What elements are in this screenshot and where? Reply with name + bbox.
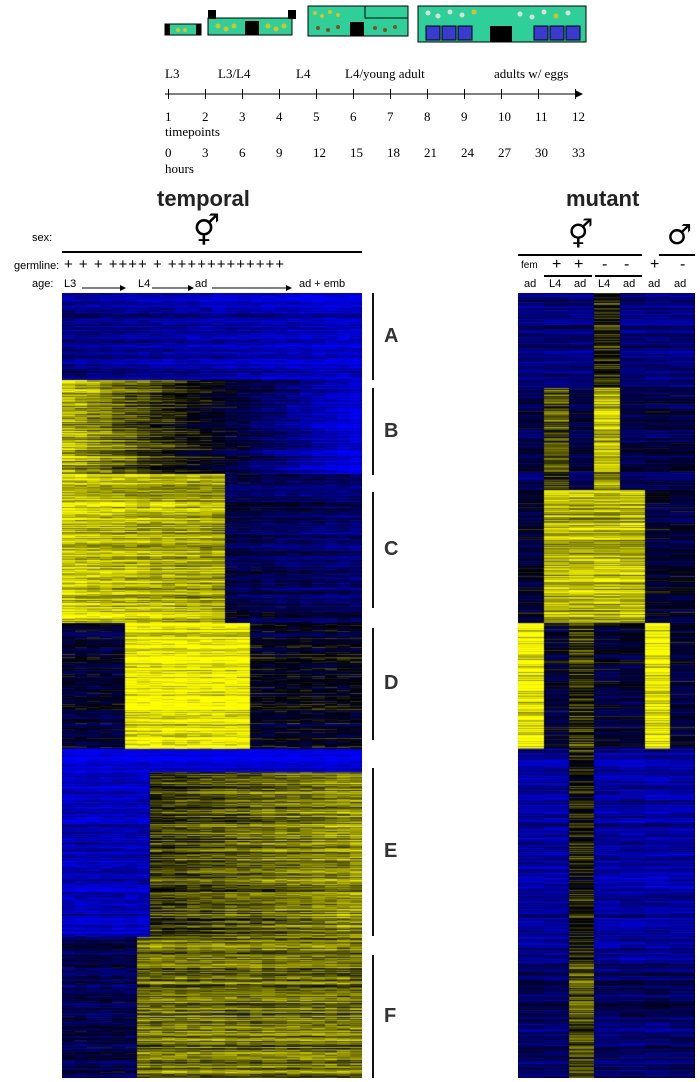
hour-label: 27 xyxy=(498,145,511,160)
sex-row-label: sex: xyxy=(32,232,53,244)
fem-label: fem xyxy=(521,260,538,271)
mutant-herm-bracket xyxy=(518,254,642,256)
mutant-germline-sign: + xyxy=(552,256,562,273)
hour-label: 12 xyxy=(313,145,326,160)
worm-l3-icon xyxy=(164,23,202,36)
cluster-bracket-a xyxy=(372,293,374,380)
timepoints-axis-label: timepoints xyxy=(165,124,220,139)
timepoint-label: 3 xyxy=(239,109,246,124)
cluster-label-c: C xyxy=(384,538,399,560)
mutant-age-label: ad xyxy=(648,278,661,290)
timeline-axis xyxy=(165,89,583,99)
hour-label: 9 xyxy=(276,145,283,160)
stage-label-l4: L4 xyxy=(296,66,311,81)
age-label-adult: ad xyxy=(195,278,208,290)
worm-adult-with-eggs-icon xyxy=(417,5,587,43)
mutant-heatmap xyxy=(518,293,695,1078)
hour-label: 33 xyxy=(572,145,585,160)
hour-label: 18 xyxy=(387,145,400,160)
hours-axis-label: hours xyxy=(165,161,194,176)
timepoint-label: 12 xyxy=(572,109,585,124)
cluster-label-a: A xyxy=(384,324,399,347)
timepoint-label: 5 xyxy=(313,109,320,124)
age-arrows xyxy=(82,285,292,291)
hour-label: 21 xyxy=(424,145,437,160)
germline-row-label: germline: xyxy=(14,260,60,272)
mutant-age-label: L4 xyxy=(598,278,611,290)
mutant-male-symbol: ♂ xyxy=(667,218,693,251)
hour-label: 6 xyxy=(239,145,246,160)
age-label-l3: L3 xyxy=(64,278,77,290)
timepoint-label: 10 xyxy=(498,109,511,124)
mutant-germline-sign: + xyxy=(574,256,584,273)
timepoint-label: 11 xyxy=(535,109,548,124)
mutant-hermaphrodite-symbol: ⚥ xyxy=(568,218,594,251)
hour-label: 3 xyxy=(202,145,209,160)
temporal-title: temporal xyxy=(157,186,250,211)
stage-label-l3: L3 xyxy=(165,66,180,81)
timepoint-label: 7 xyxy=(387,109,394,124)
mutant-germline-sign: - xyxy=(602,256,608,273)
temporal-sex-bracket xyxy=(62,251,362,253)
hour-label: 0 xyxy=(165,145,172,160)
cluster-bracket-f xyxy=(372,955,374,1078)
mutant-age-label: L4 xyxy=(549,278,562,290)
cluster-bracket-d xyxy=(372,628,374,740)
mutant-age-label: ad xyxy=(574,278,587,290)
timepoint-label: 9 xyxy=(461,109,468,124)
mutant-male-bracket xyxy=(659,254,695,256)
worm-l3-l4-icon xyxy=(207,10,296,36)
worm-l4-icon xyxy=(307,5,409,37)
worm-stage-illustrations xyxy=(160,4,590,44)
hour-label: 24 xyxy=(461,145,474,160)
temporal-germline-signs: + + + ++++ + ++++++++++++ xyxy=(64,256,286,273)
cluster-label-b: B xyxy=(384,419,399,442)
mutant-age-label: ad xyxy=(674,278,687,290)
timepoint-label: 4 xyxy=(276,109,283,124)
mutant-age-label: ad xyxy=(623,278,636,290)
mutant-germline-sign: - xyxy=(680,256,686,273)
mutant-title: mutant xyxy=(566,186,640,211)
cluster-label-e: E xyxy=(384,840,398,862)
cluster-bracket-c xyxy=(372,492,374,608)
cluster-label-d: D xyxy=(384,672,399,694)
stage-label-adults-with-eggs: adults w/ eggs xyxy=(494,66,569,81)
cluster-label-f: F xyxy=(384,1004,397,1027)
worm-stage-icons xyxy=(164,5,587,43)
age-label-l4: L4 xyxy=(138,278,151,290)
age-row-label: age: xyxy=(32,278,54,290)
age-label-adult-emb: ad + emb xyxy=(299,278,346,290)
mutant-age-label: ad xyxy=(524,278,537,290)
mutant-germline-sign: + xyxy=(650,256,660,273)
timepoint-label: 2 xyxy=(202,109,209,124)
mutant-plus-underline xyxy=(544,275,592,277)
cluster-bracket-e xyxy=(372,768,374,936)
hour-label: 15 xyxy=(350,145,363,160)
timepoint-label: 6 xyxy=(350,109,357,124)
mutant-germline-sign: - xyxy=(624,256,630,273)
stage-label-l4-young-adult: L4/young adult xyxy=(345,66,425,81)
hermaphrodite-symbol: ⚥ xyxy=(193,214,221,249)
mutant-minus-underline xyxy=(595,275,642,277)
timepoint-label: 8 xyxy=(424,109,431,124)
temporal-heatmap xyxy=(62,293,362,1078)
hour-label: 30 xyxy=(535,145,548,160)
cluster-bracket-b xyxy=(372,388,374,475)
timepoint-label: 1 xyxy=(165,109,172,124)
stage-label-l3-l4: L3/L4 xyxy=(218,66,251,81)
